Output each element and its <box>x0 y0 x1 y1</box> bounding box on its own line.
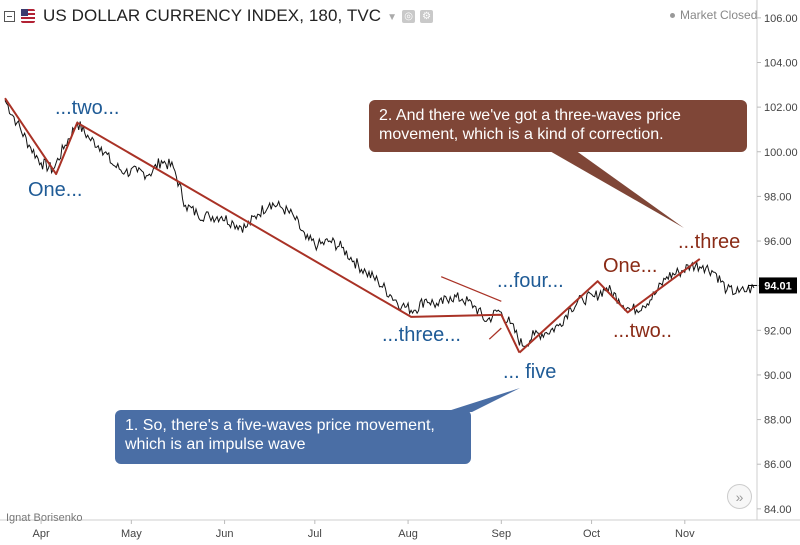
y-tick-label: 88.00 <box>764 415 792 427</box>
y-tick-label: 86.00 <box>764 459 792 471</box>
impulse-wave-line <box>4 97 521 354</box>
wave-label-correction-one: One... <box>603 255 658 277</box>
y-tick-label: 100.00 <box>764 147 798 159</box>
impulse-callout: 1. So, there's a five-waves price moveme… <box>115 410 471 464</box>
correction-callout: 2. And there we've got a three-waves pri… <box>369 100 747 152</box>
wave-label-four: ...four... <box>497 270 564 292</box>
x-tick-label: Sep <box>492 528 512 540</box>
wedge-lower-line <box>488 327 502 340</box>
impulse-callout-pointer <box>445 388 520 412</box>
x-tick-label: Aug <box>398 528 418 540</box>
scroll-to-realtime-button[interactable]: » <box>727 484 752 509</box>
market-status: Market Closed <box>670 8 757 22</box>
last-price-badge <box>759 277 797 294</box>
last-price-marker: 94.01 <box>748 277 797 294</box>
x-tick-label: Jun <box>216 528 234 540</box>
y-tick-label: 98.00 <box>764 191 792 203</box>
status-dot-icon <box>670 12 675 18</box>
x-tick-label: Apr <box>33 528 50 540</box>
us-flag-icon <box>21 9 35 23</box>
settings-icon[interactable]: ◎ <box>402 9 416 23</box>
gear-icon[interactable]: ⚙ <box>420 9 434 23</box>
wave-label-two: ...two... <box>55 97 120 119</box>
x-axis-ticks: Apr May Jun Jul Aug Sep Oct Nov <box>33 520 695 540</box>
x-tick-label: May <box>121 528 142 540</box>
chart-header: US DOLLAR CURRENCY INDEX, 180, TVC ▼ ◎ ⚙ <box>4 6 434 26</box>
double-chevron-right-icon: » <box>735 488 744 505</box>
market-status-text: Market Closed <box>680 8 758 22</box>
correction-wave-line <box>518 258 701 354</box>
price-series <box>4 100 755 347</box>
wave-label-five: ... five <box>503 361 557 383</box>
chevron-down-icon[interactable]: ▼ <box>387 11 398 23</box>
price-series-line-0 <box>4 100 755 347</box>
author-name: Ignat Borisenko <box>6 512 83 524</box>
x-tick-label: Jul <box>308 528 322 540</box>
y-tick-label: 92.00 <box>764 325 792 337</box>
collapse-icon[interactable] <box>4 10 15 22</box>
y-tick-label: 96.00 <box>764 236 792 248</box>
wave-label-correction-two: ...two.. <box>613 320 672 342</box>
wave-lines <box>4 97 701 412</box>
x-tick-label: Oct <box>583 528 600 540</box>
y-tick-label: 102.00 <box>764 102 798 114</box>
wave-label-three: ...three... <box>382 324 461 346</box>
wedge-upper-line <box>440 276 502 302</box>
wave-label-correction-three: ...three <box>678 231 741 253</box>
correction-callout-pointer <box>548 150 684 228</box>
y-tick-label: 104.00 <box>764 57 798 69</box>
x-tick-label: Nov <box>675 528 695 540</box>
wave-label-one: One... <box>28 179 83 201</box>
chart-title: US DOLLAR CURRENCY INDEX, 180, TVC <box>43 6 382 25</box>
last-price-label: 94.01 <box>764 280 792 292</box>
y-tick-label: 84.00 <box>764 504 792 516</box>
y-tick-label: 106.00 <box>764 13 798 25</box>
y-tick-label: 90.00 <box>764 370 792 382</box>
y-axis-ticks: 84.0086.0088.0090.0092.0094.0096.0098.00… <box>757 13 798 516</box>
